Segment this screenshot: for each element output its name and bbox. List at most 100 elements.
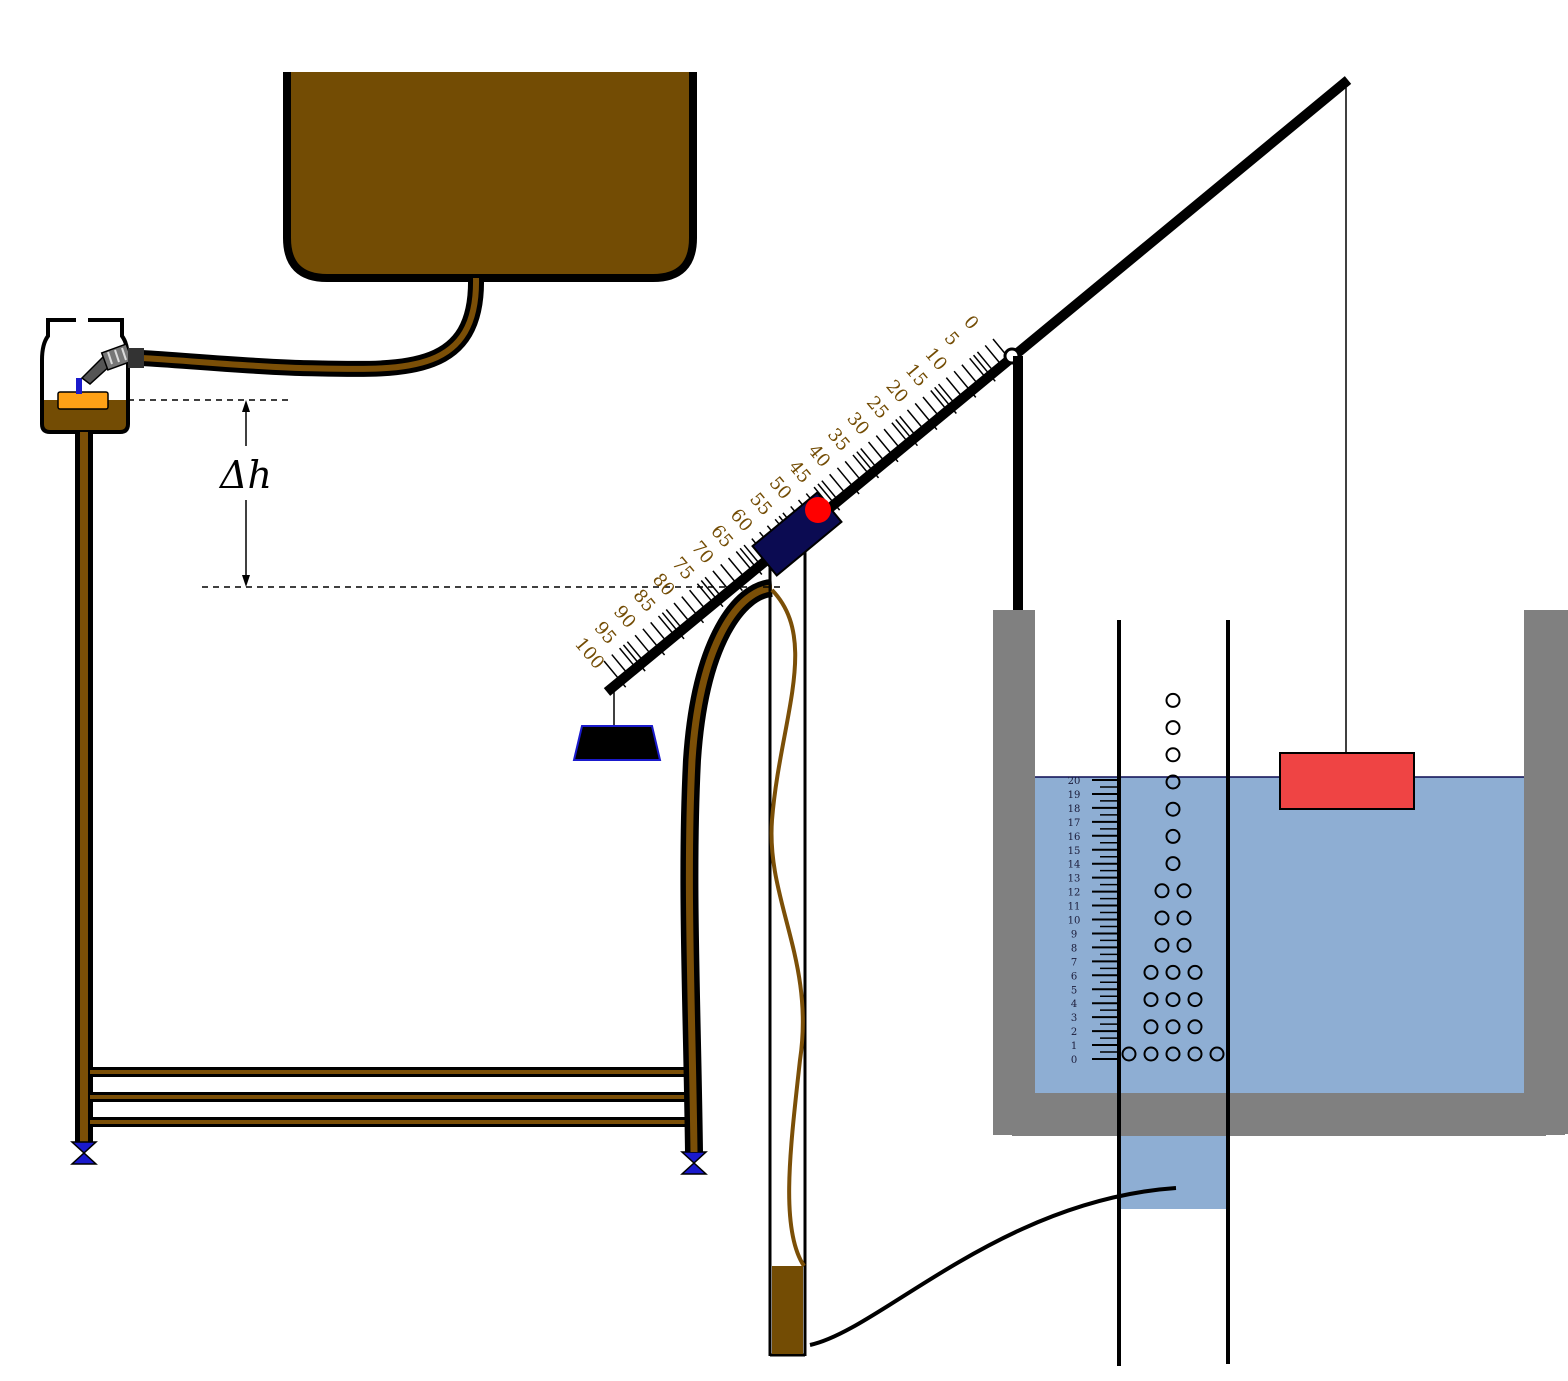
bubble — [1176, 910, 1192, 926]
beam-scale-tick — [852, 454, 868, 473]
beam-scale-tick — [934, 386, 957, 414]
beam-scale-tick — [673, 602, 689, 621]
beam-scale-tick — [899, 415, 915, 434]
bubble — [1187, 964, 1203, 980]
beam-scale-tick — [626, 641, 642, 660]
beam-scale-tick — [984, 344, 1000, 363]
counterweight-pan[interactable] — [572, 725, 662, 761]
tank-scale-label: 19 — [1068, 790, 1081, 801]
tank-scale-label: 6 — [1071, 971, 1077, 982]
beam-scale-tick — [611, 654, 627, 672]
beam-scale-tick — [743, 544, 759, 563]
bubble — [1143, 964, 1159, 980]
beam-scale-tick — [681, 596, 705, 624]
bubble — [1165, 747, 1181, 763]
foot-valve-left — [70, 1141, 98, 1165]
tank-scale-label: 12 — [1068, 888, 1081, 899]
beam-scale-tick — [930, 390, 946, 408]
beam-scale-tick — [906, 409, 923, 428]
beam-scale-tick — [727, 557, 744, 576]
bubble — [1121, 1046, 1137, 1062]
tank-scale-label: 4 — [1071, 999, 1077, 1010]
beam-scale-tick — [650, 621, 666, 640]
beam-scale-tick — [622, 644, 646, 672]
tank-scale-label: 7 — [1071, 957, 1077, 968]
beam-scale-label: 5 — [940, 328, 963, 350]
tube-fluid — [772, 1266, 803, 1354]
needle-valve — [80, 343, 144, 385]
tank-scale-label: 20 — [1068, 776, 1081, 787]
beam-scale-tick — [972, 354, 996, 382]
float-block — [1279, 752, 1415, 810]
beam-scale-tick — [961, 364, 977, 383]
bubble — [1154, 910, 1170, 926]
bubble — [1165, 801, 1181, 817]
beam-scale-tick — [844, 460, 860, 479]
beam-scale-tick — [895, 419, 919, 447]
delta-h-label: Δh — [218, 453, 272, 497]
beam-scale-tick — [856, 451, 880, 479]
tank-scale-label: 3 — [1071, 1013, 1077, 1024]
beam-scale-tick — [875, 435, 899, 463]
tank-scale-label: 14 — [1068, 860, 1081, 871]
bubble — [1187, 992, 1203, 1008]
bubble — [1154, 937, 1170, 953]
tank-scale-label: 15 — [1068, 846, 1081, 857]
tank-scale-label: 18 — [1068, 804, 1081, 815]
beam-scale-tick — [914, 402, 938, 431]
tank-scale-label: 8 — [1071, 943, 1077, 954]
delta-h-indicator — [128, 399, 780, 588]
bubble-column — [1121, 692, 1225, 1062]
tank-scale-label: 11 — [1068, 902, 1081, 913]
beam-scale-tick — [883, 428, 899, 447]
beam-scale-tick — [836, 467, 860, 495]
tank-scale-label: 16 — [1068, 832, 1081, 843]
beam-scale-tick — [642, 628, 666, 656]
bubble — [1165, 828, 1181, 844]
tank-scale-label: 9 — [1071, 929, 1077, 940]
tank-scale-label: 2 — [1071, 1027, 1077, 1038]
beam-scale-tick — [821, 480, 837, 499]
beam-scale-tick — [937, 383, 954, 402]
bubble — [1165, 856, 1181, 872]
bubble — [1154, 883, 1170, 899]
beam-scale-tick — [860, 448, 876, 466]
bubble — [1187, 1046, 1203, 1062]
supply-hose — [141, 277, 485, 377]
tank-scale-label: 17 — [1068, 818, 1081, 829]
beam-scale-tick — [945, 377, 961, 396]
beam-scale-tick — [634, 634, 650, 653]
beam-scale-tick — [720, 563, 743, 592]
beam-scale-tick — [696, 583, 712, 602]
bubble — [1165, 774, 1181, 790]
tank-scale-label: 5 — [1071, 985, 1077, 996]
beam-scale-tick — [817, 483, 841, 511]
tank-scale-label: 0 — [1071, 1055, 1077, 1066]
beam-scale-tick — [739, 547, 763, 575]
beam-scale-tick — [689, 589, 705, 608]
bubble — [1165, 964, 1181, 980]
bubble — [1176, 883, 1192, 899]
slider-pivot-red — [805, 497, 831, 523]
tank-scale-label: 13 — [1068, 874, 1081, 885]
bubble — [1165, 1019, 1181, 1035]
beam-scale-tick — [603, 660, 627, 688]
beam-scale-tick — [735, 551, 751, 569]
beam-scale-tick — [891, 422, 907, 441]
water-tank — [993, 610, 1568, 1209]
bubble — [1209, 1046, 1225, 1062]
foot-valve-right — [680, 1151, 708, 1175]
bubble — [1187, 1019, 1203, 1035]
vertical-tube — [768, 520, 807, 1357]
tank-scale-label: 10 — [1068, 916, 1081, 927]
beam-scale-tick — [657, 615, 674, 634]
air-line — [809, 1186, 1177, 1347]
beam-scale-tick — [712, 570, 728, 589]
beam-scale-tick — [704, 576, 720, 595]
beam-scale-tick — [976, 351, 993, 370]
tube-wire — [769, 588, 806, 1268]
bubble — [1165, 720, 1181, 736]
